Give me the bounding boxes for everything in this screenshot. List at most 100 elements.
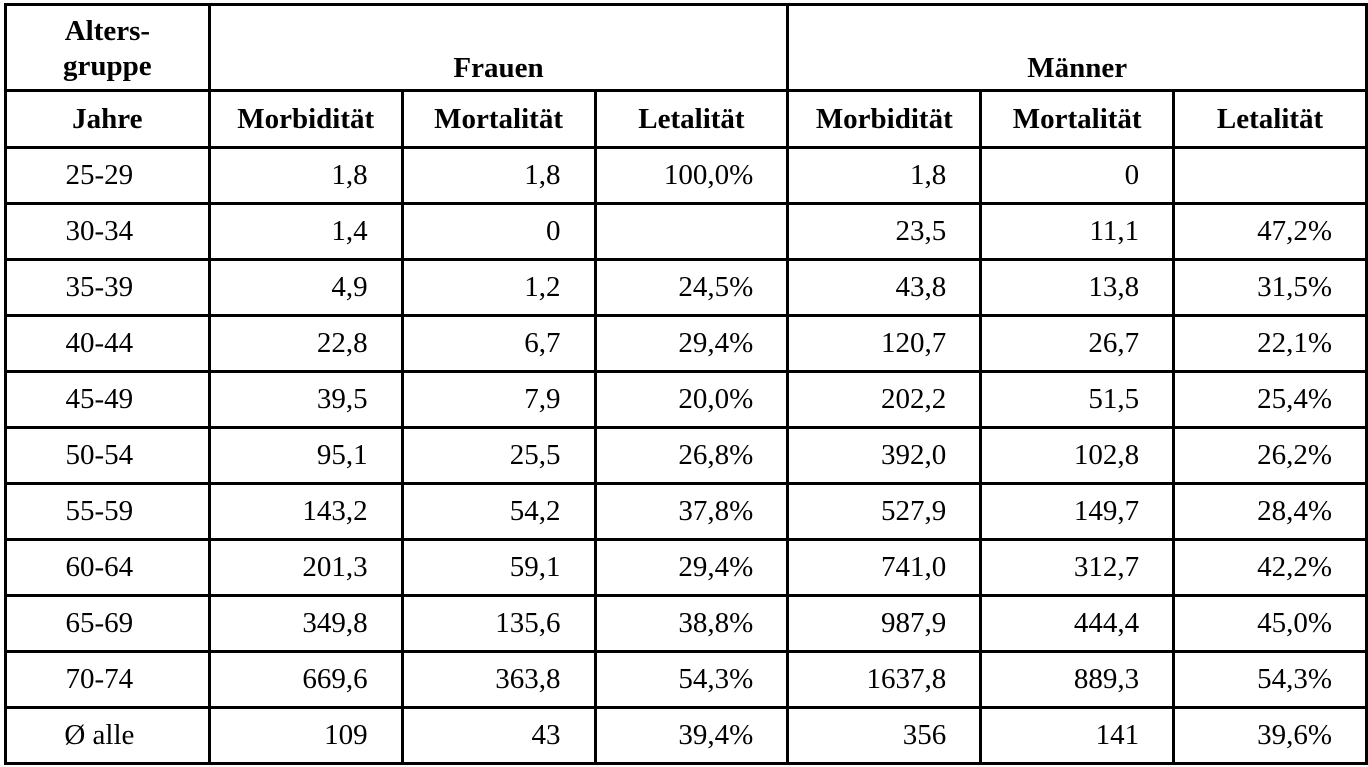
men-morbidity-cell: 202,2 [786, 370, 983, 429]
men-morbidity-cell: 987,9 [786, 594, 983, 653]
age-cell: Ø alle [4, 706, 211, 765]
women-lethality-cell: 100,0% [593, 146, 790, 205]
men-mortality-cell: 13,8 [979, 258, 1176, 317]
women-mortality-cell: 0 [400, 202, 597, 261]
women-mortality-cell: 6,7 [400, 314, 597, 373]
women-mortality-cell: 54,2 [400, 482, 597, 541]
age-cell: 70-74 [4, 650, 211, 709]
women-morbidity-cell: 95,1 [207, 426, 404, 485]
men-mortality-cell: 444,4 [979, 594, 1176, 653]
men-mortality-header: Mortalität [979, 89, 1176, 149]
table-row: Ø alle 109 43 39,4% 356 141 39,6% [4, 706, 1368, 765]
men-mortality-cell: 312,7 [979, 538, 1176, 597]
women-lethality-cell: 26,8% [593, 426, 790, 485]
men-morbidity-cell: 1637,8 [786, 650, 983, 709]
table-row: 55-59 143,2 54,2 37,8% 527,9 149,7 28,4% [4, 482, 1368, 541]
women-morbidity-cell: 4,9 [207, 258, 404, 317]
women-morbidity-cell: 201,3 [207, 538, 404, 597]
age-cell: 45-49 [4, 370, 211, 429]
men-morbidity-cell: 23,5 [786, 202, 983, 261]
women-morbidity-cell: 349,8 [207, 594, 404, 653]
table-container: Alters- gruppe Frauen Männer Jahre Morbi… [4, 3, 1368, 765]
men-lethality-cell: 26,2% [1172, 426, 1368, 485]
table-row: 70-74 669,6 363,8 54,3% 1637,8 889,3 54,3% [4, 650, 1368, 709]
table-row: 50-54 95,1 25,5 26,8% 392,0 102,8 26,2% [4, 426, 1368, 485]
group-header-row: Alters- gruppe Frauen Männer [4, 3, 1368, 92]
men-lethality-cell: 47,2% [1172, 202, 1368, 261]
women-mortality-cell: 59,1 [400, 538, 597, 597]
table-row: 35-39 4,9 1,2 24,5% 43,8 13,8 31,5% [4, 258, 1368, 317]
men-mortality-cell: 141 [979, 706, 1176, 765]
men-mortality-cell: 11,1 [979, 202, 1176, 261]
table-body: 25-29 1,8 1,8 100,0% 1,8 0 30-34 1,4 0 23,5 11,1 47… [4, 146, 1368, 765]
age-cell: 35-39 [4, 258, 211, 317]
men-lethality-cell [1172, 146, 1368, 205]
women-mortality-cell: 1,2 [400, 258, 597, 317]
men-morbidity-cell: 43,8 [786, 258, 983, 317]
age-cell: 40-44 [4, 314, 211, 373]
age-group-label-line2: gruppe [63, 49, 152, 82]
women-lethality-cell: 37,8% [593, 482, 790, 541]
men-mortality-cell: 0 [979, 146, 1176, 205]
age-group-label-line1: Alters- [64, 14, 151, 47]
men-morbidity-cell: 1,8 [786, 146, 983, 205]
men-morbidity-header: Morbidität [786, 89, 983, 149]
women-morbidity-cell: 1,8 [207, 146, 404, 205]
women-morbidity-cell: 1,4 [207, 202, 404, 261]
women-mortality-cell: 7,9 [400, 370, 597, 429]
men-lethality-cell: 39,6% [1172, 706, 1368, 765]
women-mortality-cell: 43 [400, 706, 597, 765]
women-mortality-cell: 25,5 [400, 426, 597, 485]
age-cell: 25-29 [4, 146, 211, 205]
women-lethality-cell: 38,8% [593, 594, 790, 653]
men-lethality-cell: 42,2% [1172, 538, 1368, 597]
men-lethality-cell: 45,0% [1172, 594, 1368, 653]
women-morbidity-cell: 143,2 [207, 482, 404, 541]
age-cell: 65-69 [4, 594, 211, 653]
men-lethality-header: Letalität [1172, 89, 1368, 149]
column-header-row: Jahre Morbidität Mortalität Letalität Mo… [4, 89, 1368, 149]
women-lethality-cell [593, 202, 790, 261]
table-row: 25-29 1,8 1,8 100,0% 1,8 0 [4, 146, 1368, 205]
women-morbidity-cell: 109 [207, 706, 404, 765]
women-lethality-cell: 24,5% [593, 258, 790, 317]
men-mortality-cell: 102,8 [979, 426, 1176, 485]
age-cell: 60-64 [4, 538, 211, 597]
men-mortality-cell: 889,3 [979, 650, 1176, 709]
men-morbidity-cell: 356 [786, 706, 983, 765]
women-morbidity-cell: 22,8 [207, 314, 404, 373]
table-row: 65-69 349,8 135,6 38,8% 987,9 444,4 45,0% [4, 594, 1368, 653]
age-group-header: Alters- gruppe [4, 3, 211, 92]
age-cell: 55-59 [4, 482, 211, 541]
men-header: Männer [786, 3, 1368, 92]
men-lethality-cell: 25,4% [1172, 370, 1368, 429]
statistics-table: Alters- gruppe Frauen Männer Jahre Morbi… [4, 3, 1368, 765]
men-morbidity-cell: 120,7 [786, 314, 983, 373]
table-row: 40-44 22,8 6,7 29,4% 120,7 26,7 22,1% [4, 314, 1368, 373]
women-header: Frauen [207, 3, 790, 92]
age-cell: 30-34 [4, 202, 211, 261]
women-lethality-cell: 29,4% [593, 314, 790, 373]
women-lethality-cell: 20,0% [593, 370, 790, 429]
men-lethality-cell: 28,4% [1172, 482, 1368, 541]
men-mortality-cell: 149,7 [979, 482, 1176, 541]
women-lethality-cell: 39,4% [593, 706, 790, 765]
women-morbidity-header: Morbidität [207, 89, 404, 149]
women-mortality-cell: 135,6 [400, 594, 597, 653]
table-row: 30-34 1,4 0 23,5 11,1 47,2% [4, 202, 1368, 261]
men-lethality-cell: 31,5% [1172, 258, 1368, 317]
men-morbidity-cell: 527,9 [786, 482, 983, 541]
women-mortality-cell: 363,8 [400, 650, 597, 709]
women-lethality-cell: 54,3% [593, 650, 790, 709]
years-header: Jahre [4, 89, 211, 149]
women-morbidity-cell: 39,5 [207, 370, 404, 429]
women-mortality-cell: 1,8 [400, 146, 597, 205]
table-row: 45-49 39,5 7,9 20,0% 202,2 51,5 25,4% [4, 370, 1368, 429]
men-morbidity-cell: 741,0 [786, 538, 983, 597]
women-lethality-header: Letalität [593, 89, 790, 149]
women-morbidity-cell: 669,6 [207, 650, 404, 709]
men-lethality-cell: 22,1% [1172, 314, 1368, 373]
men-lethality-cell: 54,3% [1172, 650, 1368, 709]
age-cell: 50-54 [4, 426, 211, 485]
men-mortality-cell: 26,7 [979, 314, 1176, 373]
